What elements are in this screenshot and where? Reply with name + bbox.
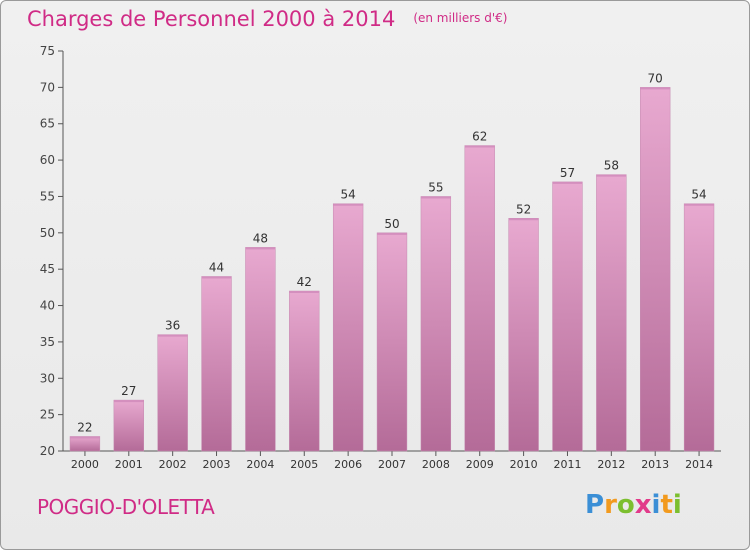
- bar: [157, 334, 188, 452]
- x-tick-label: 2001: [115, 458, 143, 471]
- data-label: 50: [384, 217, 399, 231]
- bar: [289, 290, 320, 452]
- y-tick-label: 25: [40, 408, 55, 422]
- x-tick-label: 2010: [510, 458, 538, 471]
- x-tick-label: 2014: [685, 458, 713, 471]
- y-tick-label: 45: [40, 262, 55, 276]
- y-tick-label: 65: [40, 117, 55, 131]
- y-tick-label: 70: [40, 80, 55, 94]
- data-label: 62: [472, 130, 487, 144]
- bar: [596, 174, 627, 452]
- data-label: 54: [691, 188, 706, 202]
- x-tick-label: 2007: [378, 458, 406, 471]
- x-tick-label: 2008: [422, 458, 450, 471]
- y-tick-label: 30: [40, 371, 55, 385]
- bar: [552, 181, 583, 452]
- y-tick-label: 40: [40, 299, 55, 313]
- data-label: 48: [253, 231, 268, 245]
- y-tick-label: 60: [40, 153, 55, 167]
- data-label: 55: [428, 180, 443, 194]
- chart-title-text: Charges de Personnel 2000 à 2014: [27, 7, 396, 31]
- logo-letter: o: [616, 490, 635, 520]
- bar: [376, 232, 408, 452]
- bar: [683, 203, 715, 452]
- x-tick-label: 2012: [597, 458, 625, 471]
- chart-bars: [69, 87, 715, 452]
- y-tick-label: 75: [40, 44, 55, 58]
- commune-name: POGGIO-D'OLETTA: [37, 495, 215, 519]
- data-label: 22: [77, 420, 92, 434]
- bar: [508, 218, 539, 452]
- x-tick-label: 2009: [466, 458, 494, 471]
- y-tick-label: 35: [40, 335, 55, 349]
- chart-axes: 20 25 30 35 40 45 50 55 60 65 70 75: [40, 44, 721, 458]
- proxiti-logo[interactable]: Proxiti: [585, 490, 682, 520]
- x-tick-label: 2003: [203, 458, 231, 471]
- bar: [245, 247, 276, 452]
- bar: [464, 145, 495, 452]
- data-label: 27: [121, 384, 136, 398]
- logo-letter: P: [585, 490, 605, 520]
- chart-title: Charges de Personnel 2000 à 2014 (en mill…: [27, 7, 507, 31]
- x-tick-label: 2005: [290, 458, 318, 471]
- bar: [201, 276, 232, 452]
- data-label: 52: [516, 202, 531, 216]
- logo-letter: x: [634, 490, 652, 520]
- chart-labels: 22 2000 27 2001 36 2002 44 2003 48 2004 42 2005 54 20…: [71, 71, 713, 471]
- bar: [640, 87, 671, 452]
- bar: [420, 196, 452, 452]
- data-label: 70: [648, 71, 663, 85]
- logo-letter: t: [660, 490, 673, 520]
- data-label: 57: [560, 166, 575, 180]
- x-tick-label: 2000: [71, 458, 99, 471]
- data-label: 58: [604, 159, 619, 173]
- x-tick-label: 2002: [159, 458, 187, 471]
- bar: [113, 399, 144, 452]
- bar: [332, 203, 364, 452]
- data-label: 54: [340, 188, 355, 202]
- y-tick-label: 20: [40, 444, 55, 458]
- y-tick-label: 50: [40, 226, 55, 240]
- x-tick-label: 2013: [641, 458, 669, 471]
- logo-letter: i: [672, 490, 682, 520]
- x-tick-label: 2004: [246, 458, 274, 471]
- bar: [69, 436, 101, 452]
- logo-letter: r: [604, 490, 617, 520]
- data-label: 36: [165, 319, 180, 333]
- chart-subtitle: (en milliers d'€): [413, 11, 508, 25]
- data-label: 42: [297, 275, 312, 289]
- x-tick-label: 2006: [334, 458, 362, 471]
- y-tick-label: 55: [40, 189, 55, 203]
- logo-letter: i: [651, 490, 661, 520]
- x-tick-label: 2011: [553, 458, 581, 471]
- data-label: 44: [209, 260, 224, 274]
